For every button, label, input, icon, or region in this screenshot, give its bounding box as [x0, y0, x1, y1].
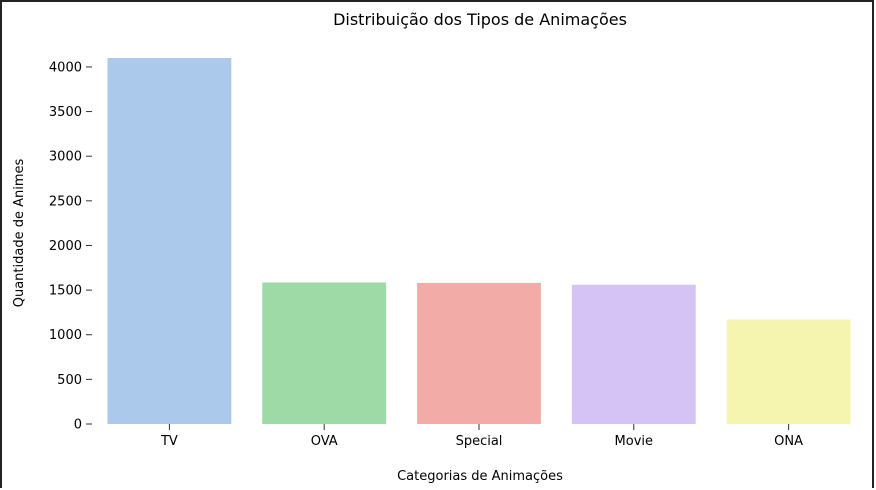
bars-group: [107, 58, 851, 424]
y-tick-label: 1000: [49, 328, 82, 343]
x-tick-label-movie: Movie: [615, 434, 653, 449]
y-axis-label: Quantidade de Animes: [12, 159, 27, 308]
x-tick-label-ova: OVA: [311, 434, 338, 449]
bar-ova: [262, 282, 387, 424]
y-tick-label: 3500: [49, 105, 82, 120]
y-tick-label: 0: [74, 418, 82, 433]
chart-title: Distribuição dos Tipos de Animações: [333, 10, 627, 29]
x-axis-label: Categorias de Animações: [397, 469, 563, 484]
y-axis: 0 500 1000 1500 2000 2500 3000 3500 4000: [49, 60, 92, 433]
bar-special: [417, 282, 541, 424]
bar-tv: [107, 58, 232, 424]
x-tick-label-special: Special: [456, 434, 503, 449]
x-tick-label-ona: ONA: [774, 434, 803, 449]
y-tick-label: 2500: [49, 194, 82, 209]
bar-ona: [726, 319, 851, 424]
y-tick-label: 4000: [49, 60, 82, 75]
y-tick-label: 2000: [49, 239, 82, 254]
x-axis: TV OVA Special Movie ONA: [160, 424, 803, 449]
y-tick-label: 500: [57, 373, 82, 388]
y-tick-label: 3000: [49, 150, 82, 165]
y-tick-label: 1500: [49, 284, 82, 299]
bar-movie: [571, 284, 696, 424]
x-tick-label-tv: TV: [160, 434, 178, 449]
